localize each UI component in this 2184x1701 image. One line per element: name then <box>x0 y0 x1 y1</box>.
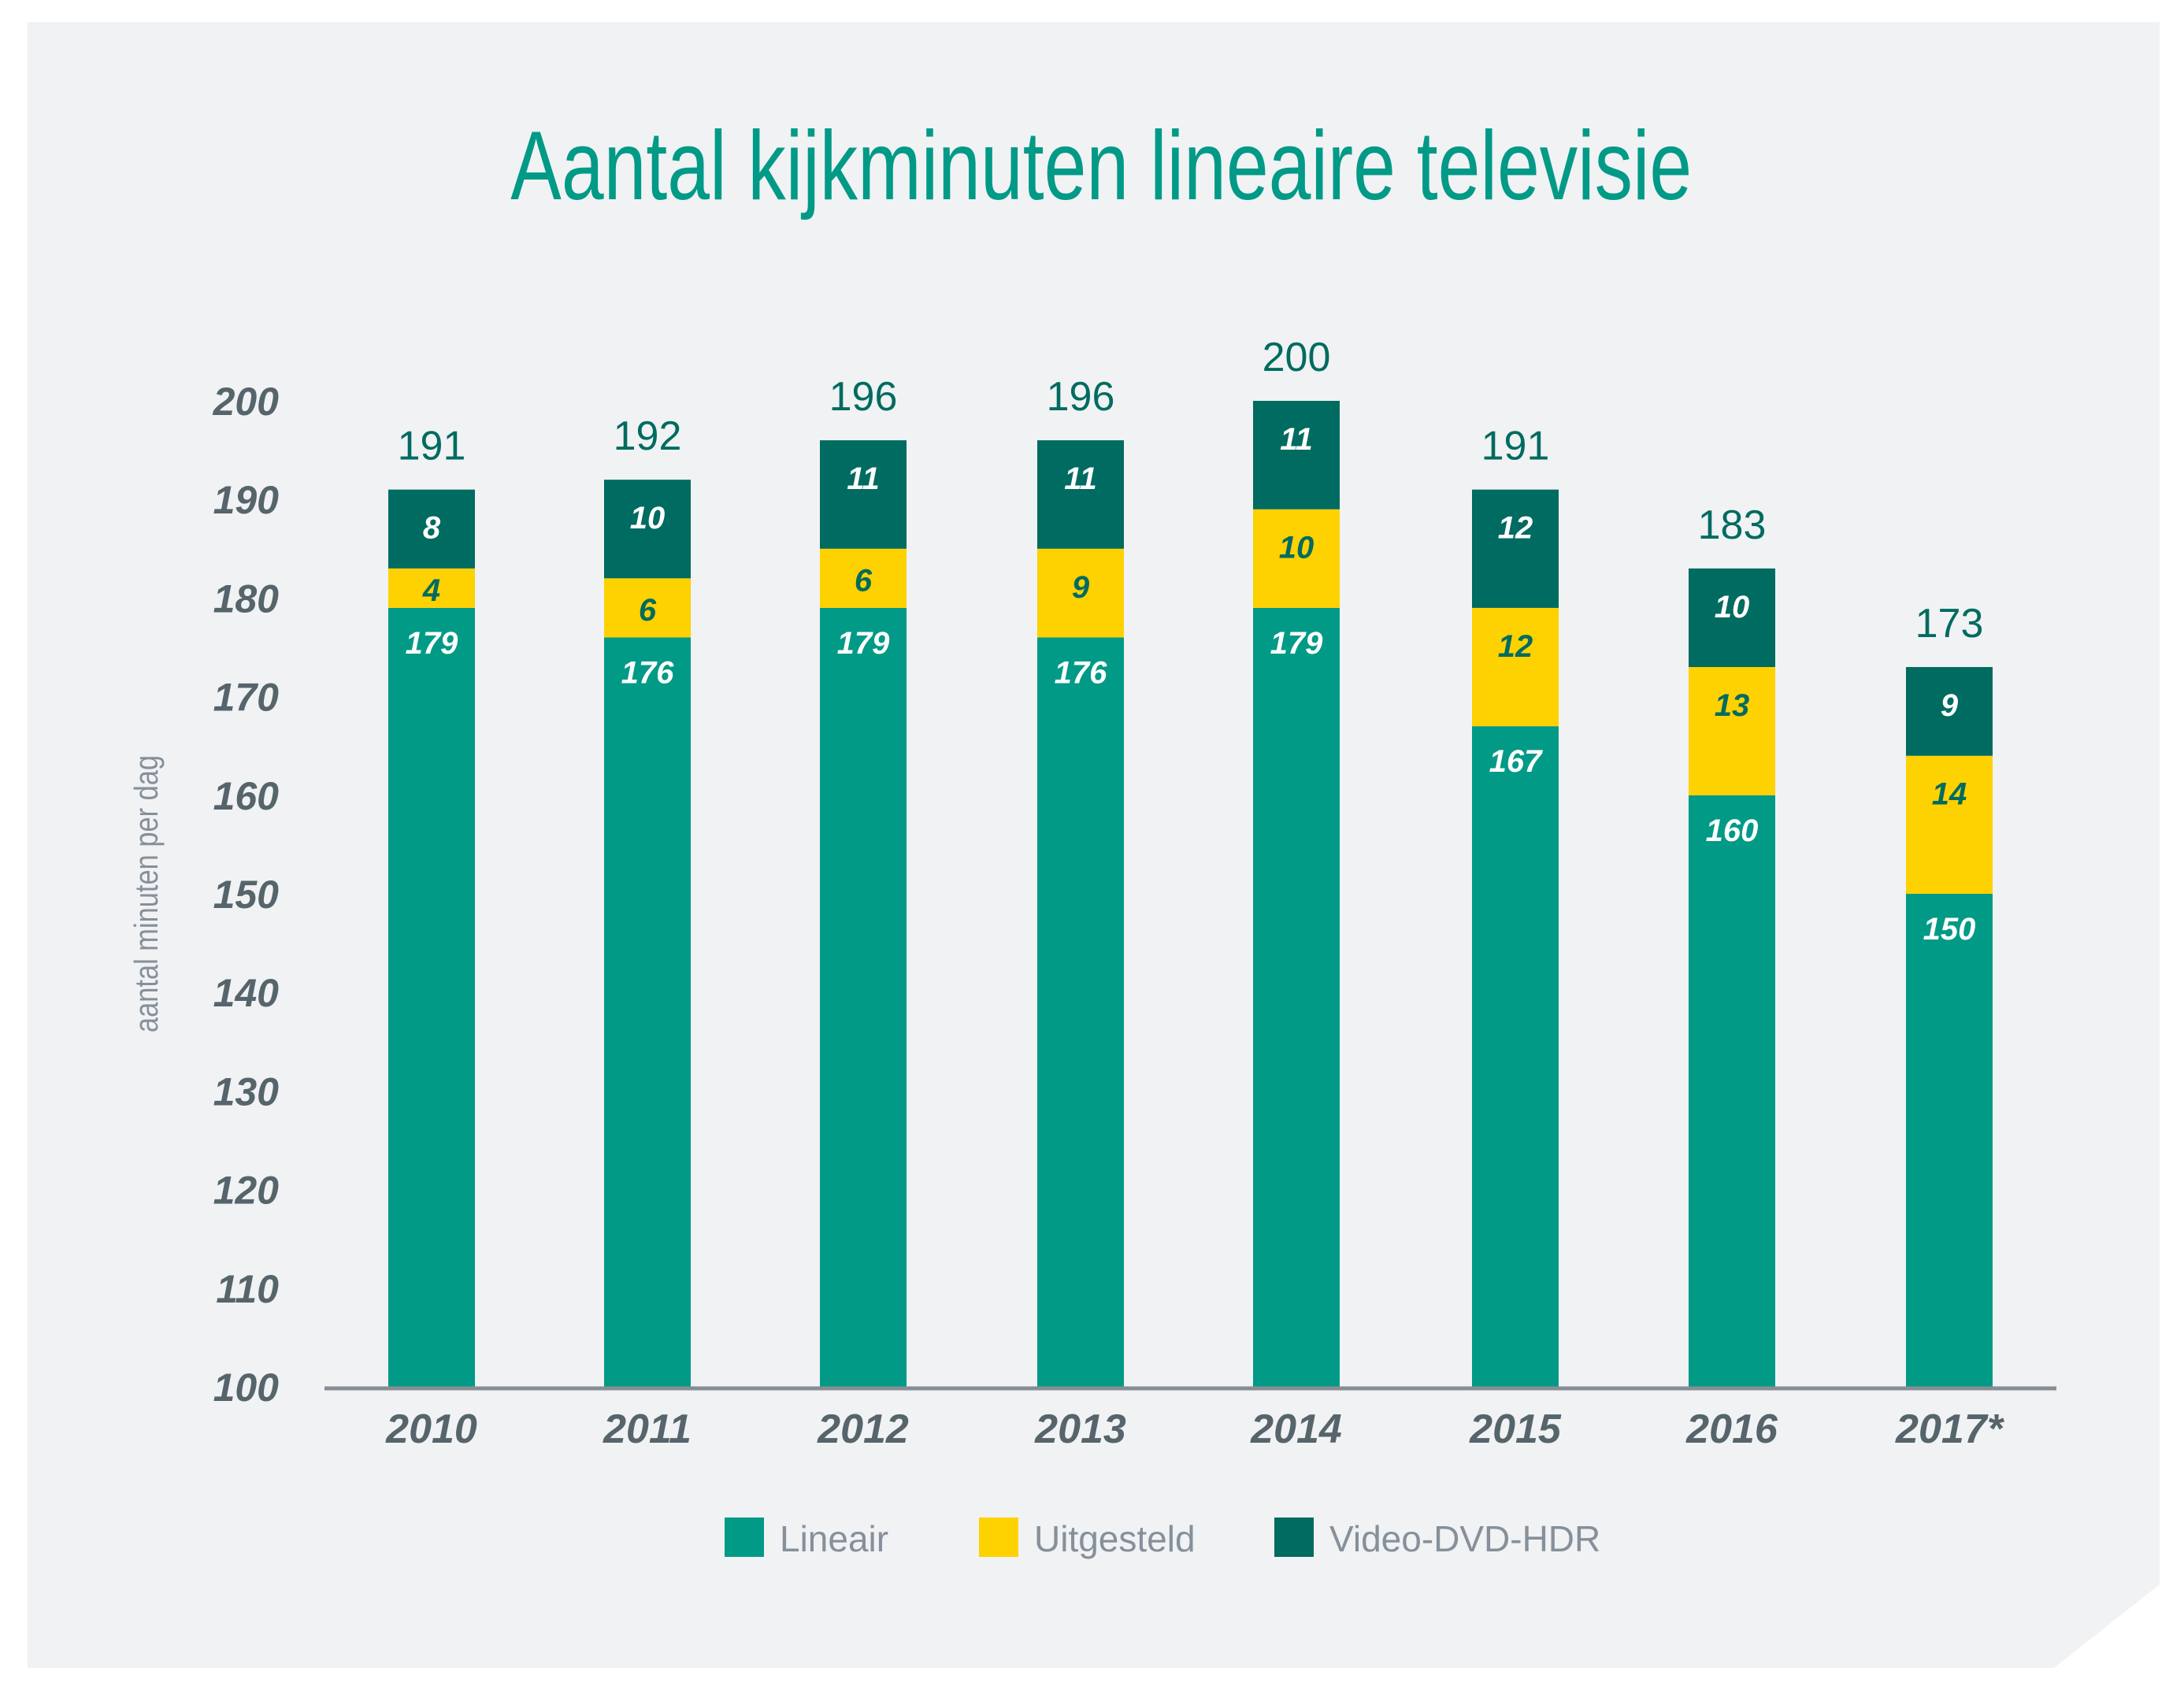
legend-swatch <box>1274 1518 1314 1557</box>
bar-segment-value-label: 9 <box>1941 688 1959 723</box>
bar-segment-video-dvd-hdr <box>604 480 691 579</box>
y-tick-label: 130 <box>213 1069 280 1114</box>
bar-total-label: 191 <box>398 424 466 469</box>
bar-segment-video-dvd-hdr <box>1472 489 1559 608</box>
bar-segment-value-label: 160 <box>1706 813 1759 848</box>
bar-segment-uitgesteld <box>820 548 907 608</box>
bar-total-label: 196 <box>829 374 898 420</box>
bar-stack-2015: 167 12 12 191 <box>1472 424 1559 1387</box>
bar-segment-uitgesteld <box>388 568 475 608</box>
bar-stack-2014: 179 10 11 200 <box>1253 335 1340 1387</box>
bar-segment-video-dvd-hdr <box>820 440 907 549</box>
legend-item-lineair: Lineair <box>725 1518 888 1559</box>
bar-segment-video-dvd-hdr <box>1689 568 1775 668</box>
bar-segment-value-label: 179 <box>406 626 458 661</box>
y-axis-title: aantal minuten per dag <box>128 755 165 1032</box>
bar-total-label: 200 <box>1263 335 1331 380</box>
bar-stack-2017: 150 14 9 173 <box>1906 601 1993 1387</box>
bar-segment-video-dvd-hdr <box>1253 401 1340 510</box>
bar-segment-lineair <box>1689 795 1775 1387</box>
bar-segment-lineair <box>388 607 475 1387</box>
x-tick-label: 2011 <box>603 1406 692 1452</box>
bar-stack-2010: 179 4 8 191 <box>388 424 475 1387</box>
bar-segment-uitgesteld <box>604 578 691 638</box>
bar-segment-value-label: 179 <box>837 626 890 661</box>
bar-segment-value-label: 167 <box>1489 744 1543 779</box>
bar-segment-uitgesteld <box>1037 548 1124 638</box>
bar-segment-lineair <box>1472 726 1559 1387</box>
bar-stack-2011: 176 6 10 192 <box>604 413 691 1387</box>
bar-segment-uitgesteld <box>1472 607 1559 727</box>
legend-item-uitgesteld: Uitgesteld <box>979 1518 1196 1559</box>
bar-stack-2016: 160 13 10 183 <box>1689 502 1775 1387</box>
bar-stack-2012: 179 6 11 196 <box>820 374 907 1387</box>
legend-item-video-dvd-hdr: Video-DVD-HDR <box>1274 1518 1600 1559</box>
bar-segment-uitgesteld <box>1906 755 1993 894</box>
bar-total-label: 196 <box>1047 374 1115 420</box>
bar-segment-value-label: 4 <box>422 573 440 608</box>
x-tick-label: 2012 <box>817 1406 909 1452</box>
bar-segment-value-label: 10 <box>1715 590 1750 624</box>
y-tick-label: 170 <box>213 676 280 720</box>
legend: Lineair Uitgesteld Video-DVD-HDR <box>725 1518 1600 1559</box>
y-tick-label: 110 <box>216 1267 279 1311</box>
bar-total-label: 191 <box>1481 424 1550 469</box>
y-tick-label: 140 <box>213 971 280 1015</box>
bar-segment-value-label: 12 <box>1498 511 1533 546</box>
bar-segment-lineair <box>1037 637 1124 1387</box>
bar-segment-lineair <box>1906 894 1993 1387</box>
bar-stack-2013: 176 9 11 196 <box>1037 374 1124 1387</box>
bar-total-label: 183 <box>1698 502 1767 548</box>
legend-swatch <box>979 1518 1018 1557</box>
chart-title: Aantal kijkminuten lineaire televisie <box>510 112 1693 220</box>
x-tick-label: 2013 <box>1034 1406 1126 1452</box>
y-tick-label: 200 <box>213 380 280 424</box>
y-tick-label: 180 <box>213 576 280 621</box>
bar-segment-value-label: 179 <box>1270 626 1323 661</box>
legend-label: Uitgesteld <box>1034 1518 1196 1559</box>
y-tick-label: 100 <box>213 1366 280 1410</box>
bar-segment-value-label: 13 <box>1715 688 1750 723</box>
bar-segment-video-dvd-hdr <box>1906 667 1993 756</box>
legend-label: Lineair <box>780 1518 888 1559</box>
bar-segment-lineair <box>604 637 691 1387</box>
x-tick-label: 2016 <box>1685 1406 1778 1452</box>
bar-segment-value-label: 11 <box>1064 461 1097 496</box>
bar-total-label: 173 <box>1915 601 1984 647</box>
bar-segment-value-label: 176 <box>1055 655 1107 690</box>
y-tick-label: 120 <box>213 1169 280 1213</box>
bar-segment-value-label: 12 <box>1498 629 1533 664</box>
bar-total-label: 192 <box>614 413 682 459</box>
bar-segment-value-label: 8 <box>423 511 441 546</box>
x-tick-label: 2015 <box>1469 1406 1562 1452</box>
bar-segment-value-label: 10 <box>1279 531 1314 565</box>
y-axis: 100 110 120 130 140 150 160 170 180 190 200 <box>213 380 280 1410</box>
bar-segment-video-dvd-hdr <box>1037 440 1124 549</box>
bar-segment-uitgesteld <box>1689 667 1775 795</box>
bar-segment-value-label: 11 <box>1280 422 1313 457</box>
x-tick-label: 2017* <box>1895 1406 2005 1452</box>
bar-segment-value-label: 150 <box>1923 912 1976 947</box>
bar-segment-value-label: 10 <box>630 501 666 536</box>
bar-segment-value-label: 14 <box>1932 777 1967 812</box>
bars: 179 4 8 191 176 6 10 192 179 6 11 196 176 9 11 196 179 10… <box>388 335 1993 1387</box>
y-tick-label: 160 <box>213 774 280 818</box>
x-axis: 2010 2011 2012 2013 2014 2015 2016 2017* <box>385 1406 2005 1452</box>
y-tick-label: 190 <box>213 478 280 522</box>
x-tick-label: 2014 <box>1250 1406 1342 1452</box>
bar-segment-lineair <box>820 607 907 1387</box>
legend-swatch <box>725 1518 764 1557</box>
bar-segment-video-dvd-hdr <box>388 489 475 569</box>
bar-segment-lineair <box>1253 607 1340 1387</box>
y-tick-label: 150 <box>213 873 280 917</box>
x-tick-label: 2010 <box>385 1406 477 1452</box>
bar-segment-value-label: 11 <box>847 461 880 496</box>
bar-segment-uitgesteld <box>1253 509 1340 608</box>
legend-label: Video-DVD-HDR <box>1329 1518 1600 1559</box>
bar-segment-value-label: 176 <box>621 655 674 690</box>
bar-segment-value-label: 6 <box>639 593 657 628</box>
bar-segment-value-label: 9 <box>1072 570 1090 605</box>
bar-segment-value-label: 6 <box>855 563 873 598</box>
